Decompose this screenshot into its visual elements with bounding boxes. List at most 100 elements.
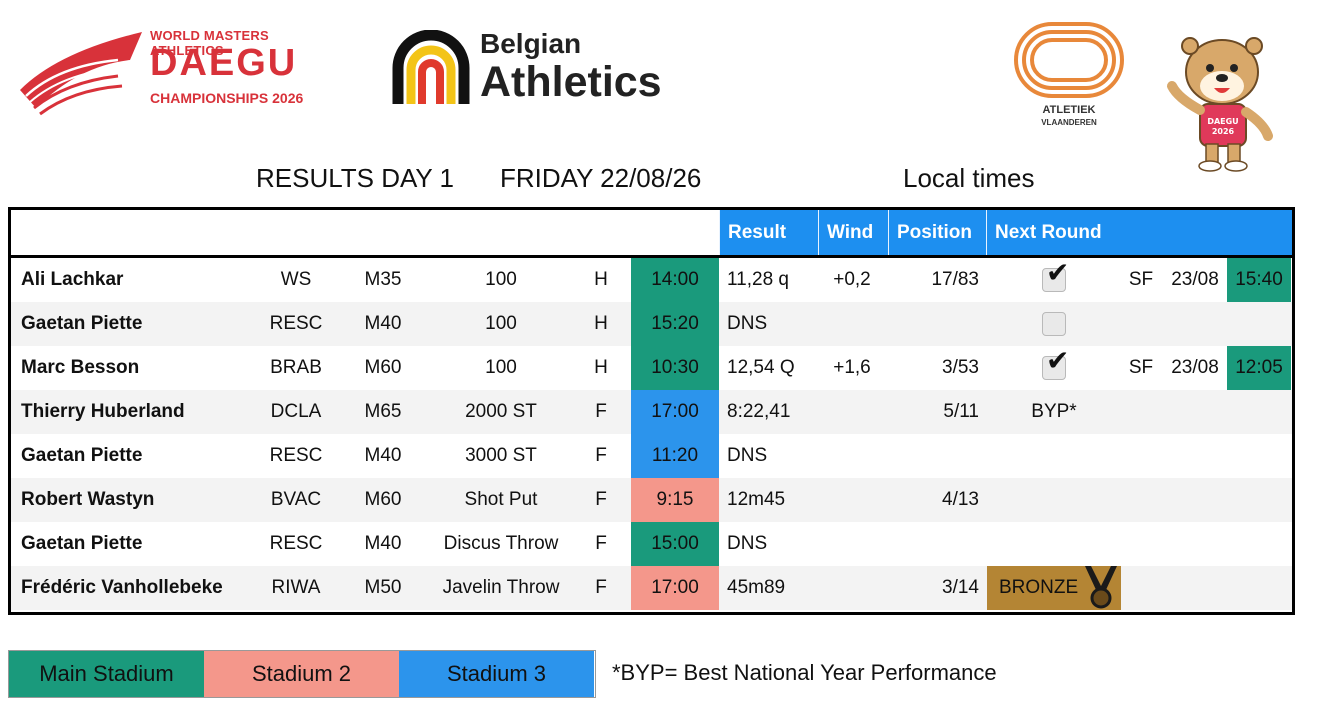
venue-legend: Main Stadium Stadium 2 Stadium 3 — [8, 650, 596, 698]
table-row: Marc Besson BRAB M60 100 H 10:30 12,54 Q +1,6 3/… — [11, 346, 1292, 390]
age-category: M35 — [364, 269, 402, 290]
athlete-name: Gaetan Piette — [21, 533, 143, 554]
position-value: 4/13 — [942, 489, 979, 510]
legend-main-stadium: Main Stadium — [9, 651, 204, 697]
wind-value — [817, 566, 887, 610]
next-round-code: SF — [1128, 269, 1154, 290]
result-value: 11,28 q — [727, 269, 789, 290]
legend-stadium-3: Stadium 3 — [399, 651, 594, 697]
result-value: DNS — [727, 445, 768, 466]
track-oval-icon — [1014, 22, 1124, 98]
local-times-note: Local times — [903, 163, 1035, 193]
legend-stadium-2: Stadium 2 — [204, 651, 399, 697]
athlete-name: Robert Wastyn — [21, 489, 155, 510]
belgian-athletics-logo: Belgian Athletics — [392, 28, 692, 108]
qualified-checkbox[interactable]: ✔ — [987, 346, 1121, 390]
wind-value: +0,2 — [833, 269, 871, 290]
next-round-time: 15:40 — [1227, 258, 1291, 302]
event-name: 100 — [485, 269, 517, 290]
table-row: Gaetan Piette RESC M40 100 H 15:20 DNS — [11, 302, 1292, 346]
belgian-athletics-arch-icon — [392, 30, 470, 104]
event-name: 3000 ST — [465, 445, 537, 466]
event-name: 100 — [485, 357, 517, 378]
club-code: DCLA — [270, 401, 322, 422]
header-wind: Wind — [818, 210, 888, 255]
position-value: 3/53 — [942, 357, 979, 378]
round-code: H — [594, 313, 608, 334]
event-time: 17:00 — [631, 566, 719, 610]
event-time: 14:00 — [631, 258, 719, 302]
checkbox-unchecked-icon[interactable] — [1042, 311, 1066, 336]
club-code: BRAB — [270, 357, 322, 378]
qualified-checkbox[interactable]: ✔ — [987, 258, 1121, 302]
next-round-time: 12:05 — [1227, 346, 1291, 390]
daegu-logo-top-text: WORLD MASTERS ATHLETICS — [150, 28, 269, 58]
table-row: Ali Lachkar WS M35 100 H 14:00 11,28 q +0,2 17/8… — [11, 258, 1292, 302]
result-value: DNS — [727, 533, 768, 554]
flanders-logo-line1: ATLETIEK — [1042, 104, 1096, 116]
round-code: F — [595, 401, 607, 422]
checkmark-icon: ✔ — [1046, 256, 1070, 288]
qualified-checkbox[interactable] — [987, 302, 1121, 346]
position-value: 5/11 — [943, 401, 979, 422]
event-name: Javelin Throw — [442, 577, 560, 598]
round-code: F — [595, 577, 607, 598]
results-table: Result Wind Position Next Round Ali Lach… — [8, 207, 1295, 615]
next-round-date: 23/08 — [1171, 269, 1219, 290]
athlete-name: Gaetan Piette — [21, 313, 143, 334]
event-name: 100 — [485, 313, 517, 334]
table-row: Gaetan Piette RESC M40 3000 ST F 11:20 DNS — [11, 434, 1292, 478]
daegu-championships-logo: WORLD MASTERS ATHLETICS DAEGU CHAMPIONSH… — [18, 28, 318, 120]
round-code: F — [595, 445, 607, 466]
table-row: Gaetan Piette RESC M40 Discus Throw F 15:00 DN… — [11, 522, 1292, 566]
header-result: Result — [719, 210, 818, 255]
table-row: Frédéric Vanhollebeke RIWA M50 Javelin Thro… — [11, 566, 1292, 610]
next-round-code: SF — [1128, 357, 1154, 378]
medal-icon — [1085, 566, 1117, 609]
daegu-logo-main-text: DAEGU — [150, 42, 298, 84]
atletiek-vlaanderen-logo: ATLETIEK VLAANDEREN — [1010, 18, 1128, 130]
belgian-logo-text: Belgian — [480, 28, 582, 59]
wind-value — [817, 522, 887, 566]
checkbox-checked-icon[interactable]: ✔ — [1042, 258, 1069, 292]
results-day-title: RESULTS DAY 1 — [256, 163, 454, 193]
age-category: M40 — [364, 445, 402, 466]
results-date: FRIDAY 22/08/26 — [500, 163, 702, 193]
wind-value — [817, 434, 887, 478]
round-code: H — [594, 357, 608, 378]
wind-value — [817, 302, 887, 346]
club-code: RESC — [269, 533, 323, 554]
event-name: Shot Put — [464, 489, 538, 510]
checkmark-icon: ✔ — [1046, 344, 1070, 376]
event-time: 15:20 — [631, 302, 719, 346]
wind-value — [817, 478, 887, 522]
table-row: Thierry Huberland DCLA M65 2000 ST F 17:00 8:2… — [11, 390, 1292, 434]
wind-value: +1,6 — [833, 357, 871, 378]
athlete-name: Ali Lachkar — [21, 269, 124, 290]
position-value — [901, 434, 979, 478]
track-swoosh-icon — [20, 32, 142, 116]
header-next-round: Next Round — [986, 210, 1292, 255]
svg-text:2026: 2026 — [1212, 127, 1235, 136]
age-category: M40 — [364, 533, 402, 554]
flanders-logo-line2: VLAANDEREN — [1041, 118, 1097, 127]
event-name: Discus Throw — [443, 533, 559, 554]
age-category: M65 — [364, 401, 402, 422]
result-value: 45m89 — [727, 577, 786, 598]
athlete-name: Frédéric Vanhollebeke — [21, 577, 223, 598]
athletics-logo-text: Athletics — [480, 58, 662, 106]
result-value: 12,54 Q — [727, 357, 795, 378]
mascot-image: DAEGU 2026 — [1160, 28, 1280, 173]
round-code: F — [595, 489, 607, 510]
athlete-name: Thierry Huberland — [21, 401, 185, 422]
table-row: Robert Wastyn BVAC M60 Shot Put F 9:15 12m45 4/… — [11, 478, 1292, 522]
club-code: RIWA — [271, 577, 321, 598]
club-code: RESC — [269, 313, 323, 334]
age-category: M50 — [364, 577, 402, 598]
club-code: WS — [280, 269, 312, 290]
next-round-note: BYP* — [1031, 401, 1077, 422]
checkbox-checked-icon[interactable]: ✔ — [1042, 346, 1069, 380]
result-value: 12m45 — [727, 489, 786, 510]
club-code: RESC — [269, 445, 323, 466]
position-value: 3/14 — [942, 577, 979, 598]
